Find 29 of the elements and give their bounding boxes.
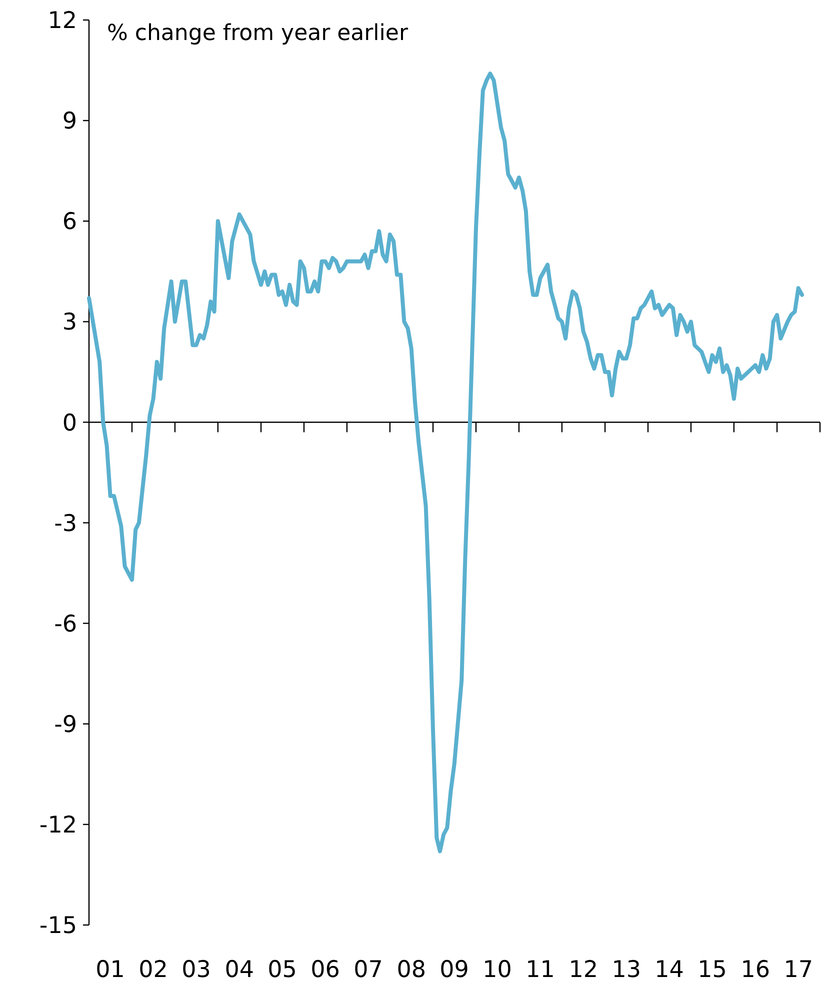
x-tick-label: 10: [482, 957, 512, 983]
y-tick-label: -15: [39, 913, 77, 940]
y-tick-label: 3: [62, 310, 77, 336]
y-tick-label: 0: [62, 410, 77, 436]
x-tick-label: 16: [740, 957, 770, 983]
x-tick-label: 09: [440, 957, 469, 983]
x-tick-label: 08: [396, 957, 426, 983]
y-tick-label: 9: [62, 108, 77, 135]
x-tick-label: 11: [526, 957, 555, 983]
x-tick-label: 15: [698, 957, 727, 983]
y-tick-label: 12: [48, 8, 77, 34]
y-tick-label: -3: [54, 510, 77, 537]
x-tick-label: 14: [654, 957, 684, 983]
x-tick-label: 12: [568, 957, 598, 983]
x-tick-label: 05: [268, 957, 297, 983]
y-tick-label: -12: [39, 812, 77, 838]
x-tick-label: 04: [224, 957, 254, 983]
x-tick-label: 06: [310, 957, 340, 983]
y-axis-title: % change from year earlier: [107, 21, 409, 46]
x-tick-label: 07: [354, 957, 383, 983]
x-tick-label: 17: [784, 957, 813, 983]
x-tick-label: 02: [138, 957, 168, 983]
y-tick-label: 6: [62, 209, 77, 236]
x-tick-label: 01: [96, 957, 125, 983]
x-tick-label: 13: [612, 957, 641, 983]
x-tick-label: 03: [182, 957, 211, 983]
line-series: [87, 72, 804, 854]
y-tick-label: -6: [54, 611, 77, 638]
y-tick-label: -9: [54, 712, 77, 738]
